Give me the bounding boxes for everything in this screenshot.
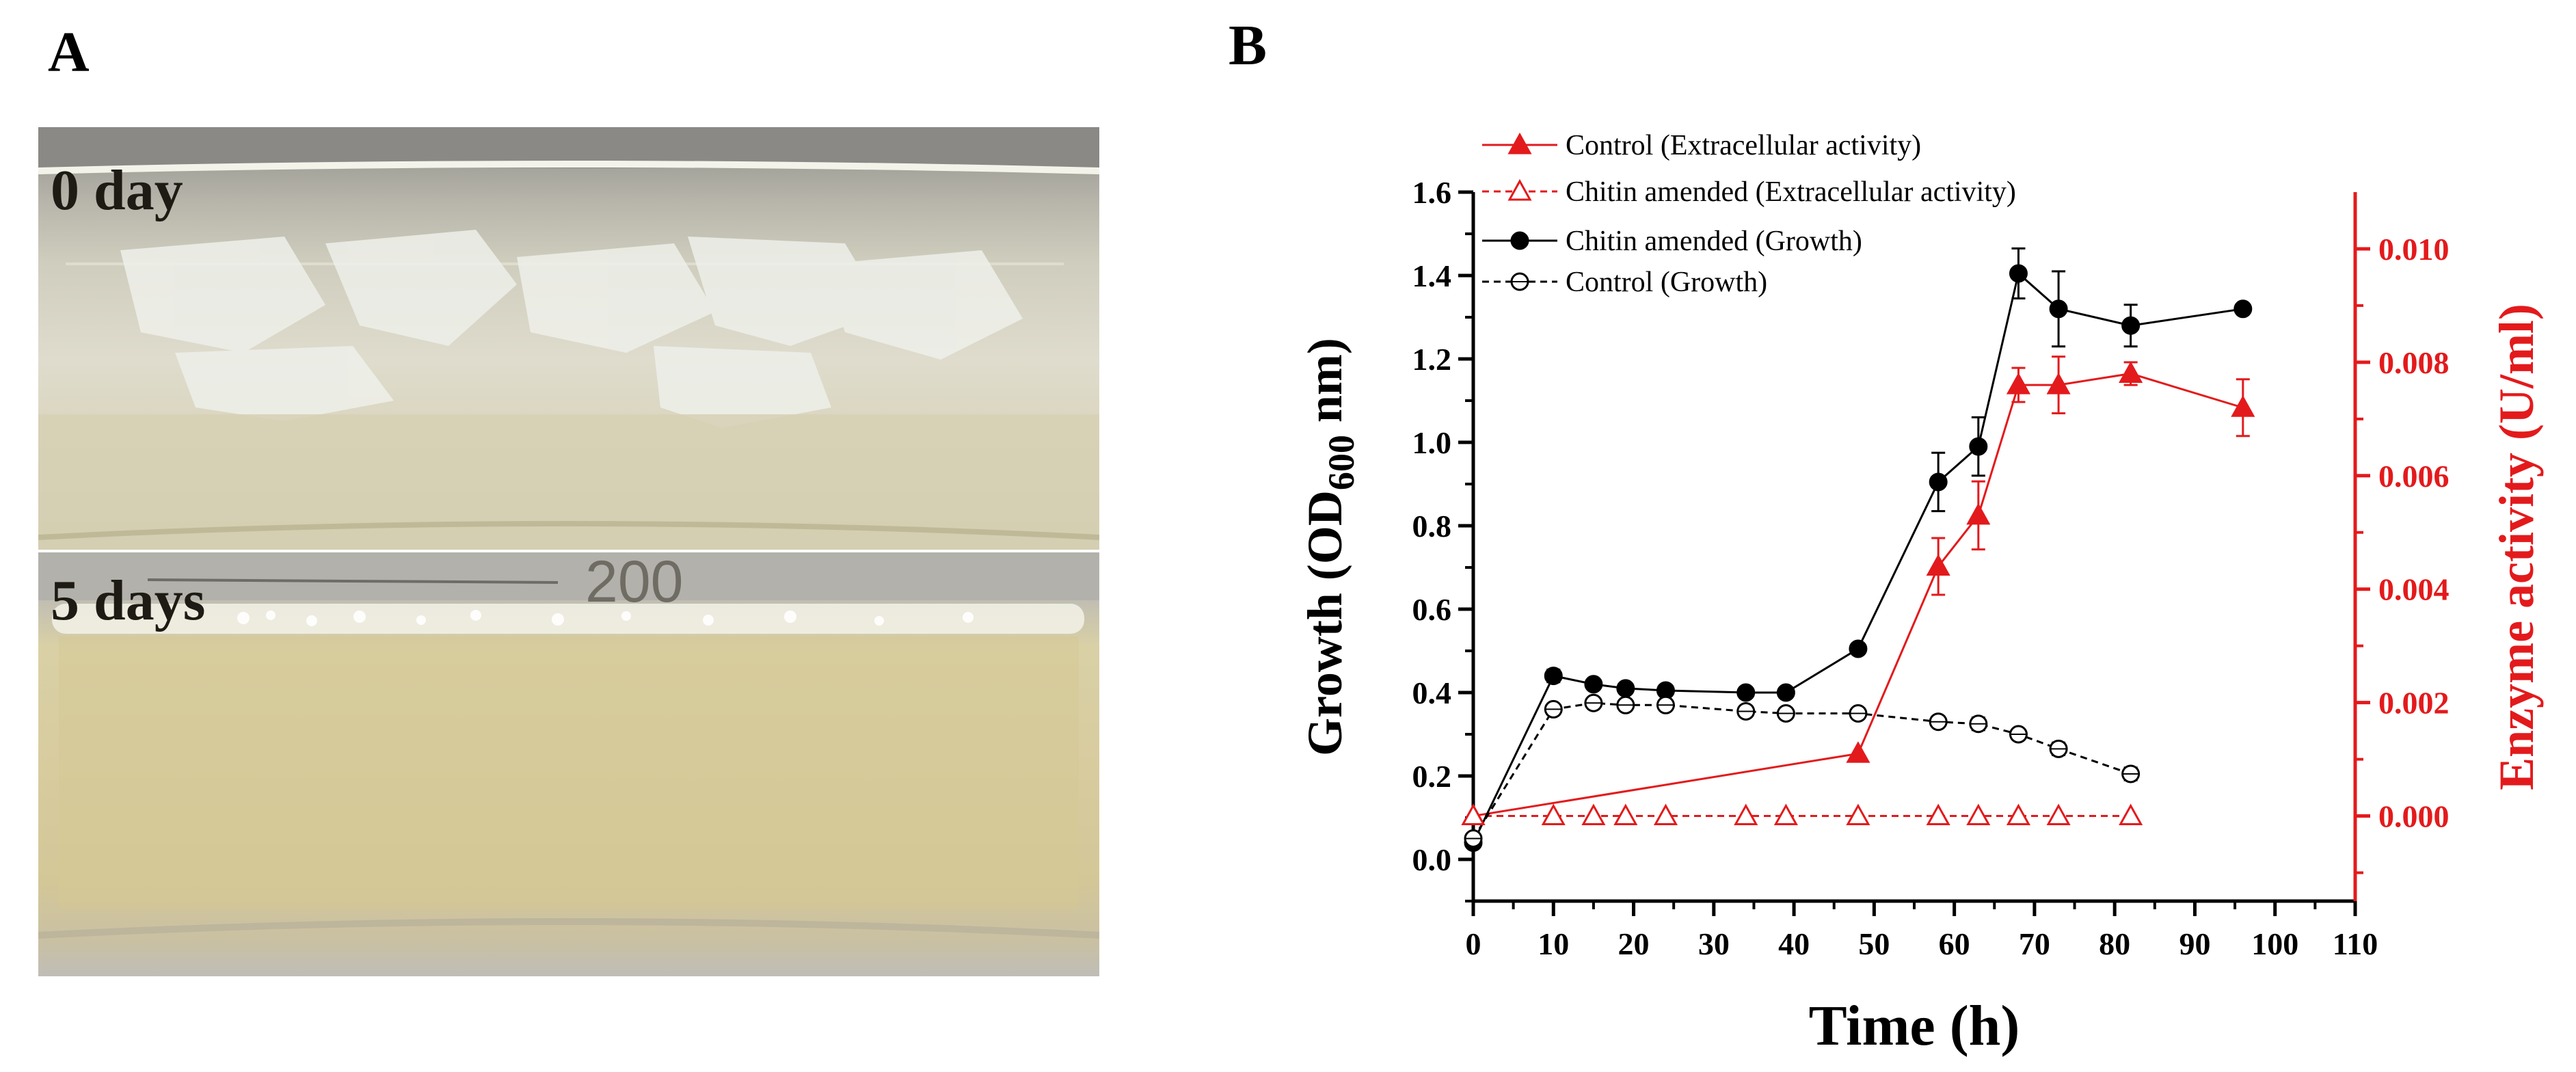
data-point-series-0 [2119, 361, 2143, 383]
data-point-series-2 [1969, 437, 1988, 456]
y-right-axis-title: Enzyme activity (U/ml) [2489, 304, 2544, 790]
series-line-3 [1472, 701, 2132, 840]
data-point-series-1 [1541, 803, 1566, 826]
flask-photo-5-days: 5 days 200 [38, 552, 1099, 976]
y-left-axis-title: Growth (OD600 nm) [1298, 338, 1362, 756]
data-point-series-1 [2046, 803, 2071, 826]
photo-label-0-day: 0 day [51, 159, 183, 222]
data-point-series-1 [1734, 803, 1758, 826]
data-point-series-1 [1461, 803, 1486, 826]
flask-volume-marking: 200 [585, 552, 684, 615]
flask-photo-0-day: 0 day [38, 127, 1099, 550]
data-point-series-0 [1926, 554, 1950, 576]
panel-a-letter: A [48, 21, 90, 84]
data-point-series-0 [2006, 372, 2031, 394]
data-point-series-1 [1773, 803, 1798, 826]
legend-marker-1 [1507, 178, 1532, 201]
x-tick-label: 80 [2099, 926, 2130, 961]
data-point-series-2 [2009, 264, 2028, 283]
x-tick-label: 0 [1466, 926, 1481, 961]
panel-b-letter: B [1229, 14, 1267, 77]
y-left-tick-label: 0.8 [1412, 509, 1452, 544]
y-left-tick-label: 0.2 [1412, 759, 1452, 794]
data-point-series-2 [1736, 683, 1756, 702]
data-point-series-0 [2046, 372, 2071, 394]
y-left-tick-label: 1.2 [1412, 342, 1452, 377]
y-left-tick-label: 1.0 [1412, 425, 1452, 460]
flask-illustration-bottom [38, 552, 1099, 939]
series-line-0 [1473, 372, 2244, 818]
y-right-tick-label: 0.006 [2378, 459, 2450, 494]
x-tick-label: 10 [1538, 926, 1569, 961]
data-point-series-2 [1929, 472, 1948, 492]
legend-label-1: Chitin amended (Extracellular activity) [1566, 176, 2016, 208]
y-left-tick-label: 0.4 [1412, 675, 1452, 710]
y-left-tick-label: 0.6 [1412, 592, 1452, 627]
y-left-tick-label: 1.4 [1412, 258, 1452, 293]
y-right-tick-label: 0.000 [2378, 799, 2450, 834]
data-point-series-1 [1581, 803, 1606, 826]
x-axis-title: Time (h) [1809, 994, 2020, 1058]
x-tick-label: 100 [2251, 926, 2298, 961]
legend-marker-0 [1507, 132, 1532, 155]
y-left-tick-label: 0.0 [1412, 842, 1452, 877]
data-point-series-0 [2231, 395, 2255, 417]
data-point-series-1 [1966, 803, 1991, 826]
data-point-series-2 [2233, 299, 2253, 319]
data-point-series-1 [1846, 803, 1870, 826]
data-point-series-1 [1653, 803, 1678, 826]
x-tick-label: 90 [2179, 926, 2210, 961]
data-point-series-2 [1616, 679, 1635, 698]
x-tick-label: 20 [1618, 926, 1650, 961]
data-point-series-2 [1584, 675, 1603, 694]
legend-marker-2 [1510, 231, 1529, 250]
legend-label-3: Control (Growth) [1566, 267, 1767, 298]
y-right-tick-label: 0.010 [2378, 232, 2450, 267]
x-tick-label: 30 [1698, 926, 1730, 961]
data-point-series-1 [2006, 803, 2031, 826]
data-point-series-2 [2049, 299, 2068, 319]
photo-label-5-days: 5 days [51, 569, 206, 632]
legend-label-2: Chitin amended (Growth) [1566, 226, 1862, 257]
flask-illustration-top [38, 127, 1099, 550]
y-left-tick-label: 1.6 [1412, 175, 1452, 210]
legend-label-0: Control (Extracellular activity) [1566, 130, 1921, 161]
data-point-series-0 [1846, 741, 1870, 763]
data-point-series-0 [1966, 502, 1991, 525]
x-tick-label: 50 [1858, 926, 1890, 961]
y-right-tick-label: 0.008 [2378, 345, 2450, 380]
data-point-series-1 [1926, 803, 1950, 826]
data-point-series-2 [1849, 639, 1868, 658]
data-point-series-2 [2121, 316, 2141, 335]
data-point-series-2 [1544, 667, 1563, 686]
x-tick-label: 60 [1939, 926, 1970, 961]
x-tick-label: 40 [1778, 926, 1810, 961]
data-point-series-1 [1613, 803, 1638, 826]
data-point-series-2 [1776, 683, 1795, 702]
data-point-series-1 [2119, 803, 2143, 826]
y-right-tick-label: 0.004 [2378, 572, 2450, 607]
y-right-tick-label: 0.002 [2378, 686, 2450, 721]
x-tick-label: 110 [2333, 926, 2378, 961]
x-tick-label: 70 [2019, 926, 2050, 961]
